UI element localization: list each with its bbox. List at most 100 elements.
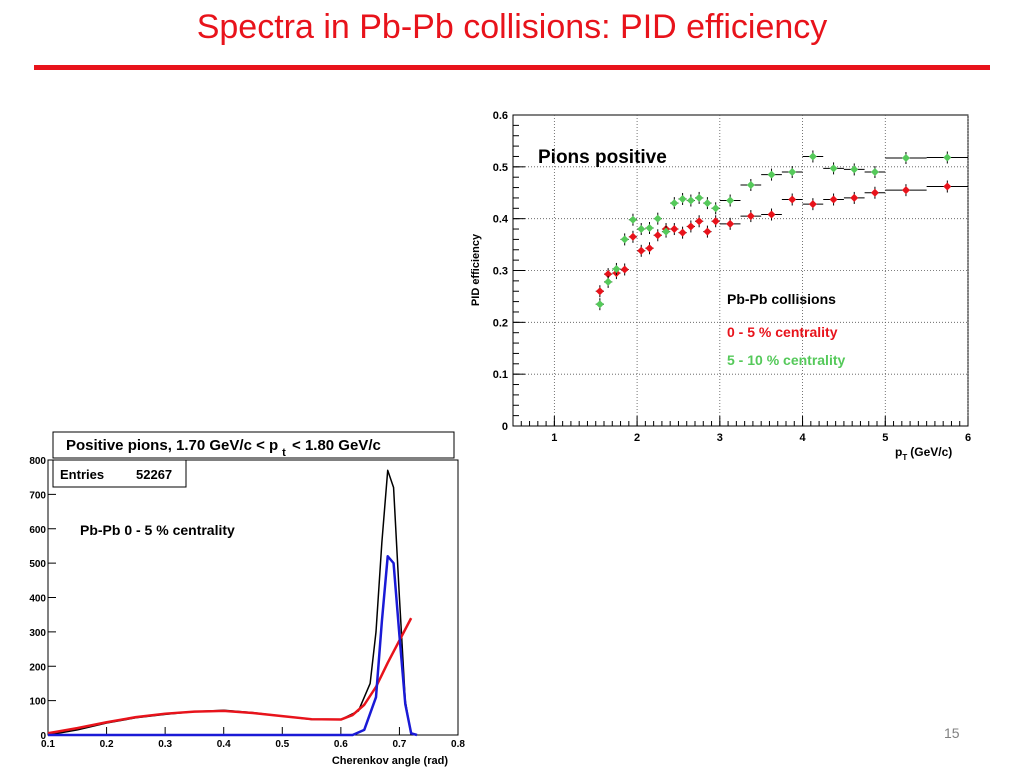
- data-point: [788, 168, 797, 177]
- data-point: [695, 217, 704, 226]
- data-point: [662, 227, 671, 236]
- data-point: [637, 246, 646, 255]
- x-tick-label: 0.5: [275, 739, 289, 750]
- data-point: [628, 215, 637, 224]
- data-point: [870, 188, 879, 197]
- y-tick-label: 200: [29, 662, 46, 673]
- hist-annotation: Pb-Pb 0 - 5 % centrality: [80, 522, 235, 538]
- x-axis-label: pT (GeV/c): [895, 445, 952, 462]
- data-point: [678, 228, 687, 237]
- y-tick-label: 0: [502, 421, 508, 433]
- y-axis-label: PID efficiency: [470, 233, 482, 306]
- data-point: [645, 223, 654, 232]
- grid: [513, 115, 969, 426]
- y-tick-label: 0.4: [493, 214, 509, 226]
- data-point: [711, 204, 720, 213]
- data-point: [850, 193, 859, 202]
- data-point: [726, 196, 735, 205]
- y-tick-label: 0.3: [493, 266, 508, 278]
- data-point: [870, 168, 879, 177]
- series-line: [47, 617, 413, 735]
- y-tick-label: 400: [29, 594, 46, 605]
- data-point: [808, 152, 817, 161]
- data-point: [711, 217, 720, 226]
- x-tick-label: 4: [799, 432, 806, 444]
- page-number: 15: [944, 725, 960, 741]
- data-point: [653, 231, 662, 240]
- x-tick-label: 2: [634, 432, 640, 444]
- y-tick-label: 0.2: [493, 317, 508, 329]
- data-point: [637, 225, 646, 234]
- axis-ticks: 1 2 3 4 5 6 0 0.1 0.2 0.3 0.4 0.5 0.6: [493, 110, 971, 444]
- data-point: [850, 165, 859, 174]
- x-tick-label: 0.2: [100, 739, 114, 750]
- y-tick-label: 500: [29, 559, 46, 570]
- x-tick-label: 0.8: [451, 739, 465, 750]
- stats-value: 52267: [136, 467, 172, 482]
- x-tick-label: 0.4: [217, 739, 231, 750]
- y-tick-label: 700: [29, 490, 46, 501]
- x-tick-label: 0.3: [158, 739, 172, 750]
- chart-label-pions: Pions positive: [538, 147, 667, 168]
- series-line: [48, 555, 418, 737]
- x-tick-label: 0.6: [334, 739, 348, 750]
- data-point: [686, 196, 695, 205]
- data-point: [653, 214, 662, 223]
- hist-frame: [47, 459, 459, 736]
- data-point: [612, 264, 621, 273]
- data-point: [628, 232, 637, 241]
- hist-title-box: [52, 431, 455, 459]
- data-point: [620, 235, 629, 244]
- legend-red: 0 - 5 % centrality: [727, 324, 838, 340]
- title-divider: [34, 65, 990, 70]
- histogram-curves: [47, 469, 418, 737]
- data-point: [595, 300, 604, 309]
- axis-ticks: 0.1 0.2 0.3 0.4 0.5 0.6 0.7 0.8 0 100 200 300 400 500…: [29, 456, 465, 750]
- data-point: [788, 195, 797, 204]
- stats-box: [52, 459, 187, 488]
- data-point: [703, 199, 712, 208]
- x-tick-label: 6: [965, 432, 971, 444]
- data-points: [595, 150, 968, 311]
- data-point: [686, 222, 695, 231]
- data-point: [808, 200, 817, 209]
- data-point: [901, 186, 910, 195]
- y-tick-label: 0: [40, 731, 46, 742]
- y-tick-label: 600: [29, 525, 46, 536]
- data-point: [595, 287, 604, 296]
- data-point: [726, 219, 735, 228]
- data-point: [620, 265, 629, 274]
- y-tick-label: 100: [29, 697, 46, 708]
- x-tick-label: 3: [717, 432, 723, 444]
- data-point: [901, 154, 910, 163]
- data-point: [943, 182, 952, 191]
- data-point: [746, 180, 755, 189]
- x-tick-label: 0.7: [392, 739, 406, 750]
- data-point: [670, 199, 679, 208]
- data-point: [604, 277, 613, 286]
- stats-label: Entries: [60, 467, 104, 482]
- x-axis-label: Cherenkov angle (rad): [332, 755, 448, 767]
- y-tick-label: 0.6: [493, 110, 508, 122]
- y-tick-label: 0.1: [493, 369, 508, 381]
- x-tick-label: 1: [551, 432, 557, 444]
- slide-title: Spectra in Pb-Pb collisions: PID efficie…: [196, 8, 828, 46]
- x-tick-label: 5: [882, 432, 888, 444]
- data-point: [695, 193, 704, 202]
- system-label: Pb-Pb collisions: [727, 291, 836, 307]
- y-tick-label: 300: [29, 628, 46, 639]
- data-point: [829, 164, 838, 173]
- data-point: [645, 244, 654, 253]
- data-point: [703, 227, 712, 236]
- x-tick-label: 0.1: [41, 739, 55, 750]
- data-point: [829, 195, 838, 204]
- data-point: [767, 170, 776, 179]
- y-tick-label: 0.5: [493, 162, 508, 174]
- data-point: [604, 270, 613, 279]
- y-tick-label: 800: [29, 456, 46, 467]
- data-point: [943, 153, 952, 162]
- legend-green: 5 - 10 % centrality: [727, 352, 845, 368]
